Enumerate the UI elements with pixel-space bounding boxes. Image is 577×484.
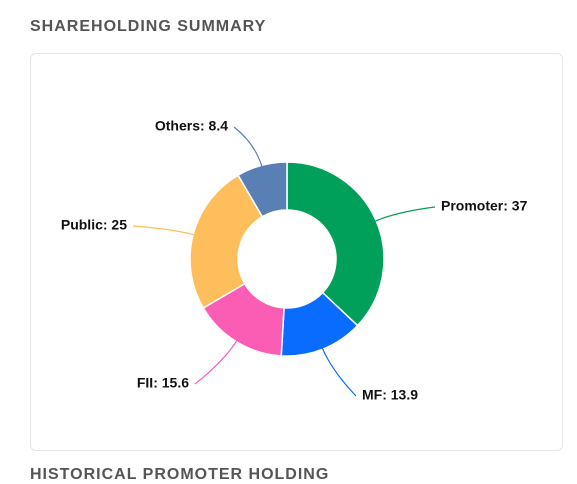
leader-line [194, 337, 239, 385]
data-label: Public: 25 [61, 217, 127, 233]
data-label: Promoter: 37 [441, 198, 528, 214]
leader-line [320, 345, 357, 397]
data-label: FII: 15.6 [137, 375, 189, 391]
leader-line [372, 206, 436, 223]
card [30, 53, 563, 451]
section-title: SHAREHOLDING SUMMARY [30, 18, 267, 35]
leader-line [132, 225, 198, 237]
donut-slice [286, 161, 385, 327]
data-label: MF: 13.9 [362, 387, 418, 403]
leader-line [233, 126, 264, 170]
data-label: Others: 8.4 [155, 118, 228, 134]
donut-slice [237, 161, 288, 218]
donut-slice [189, 174, 264, 310]
